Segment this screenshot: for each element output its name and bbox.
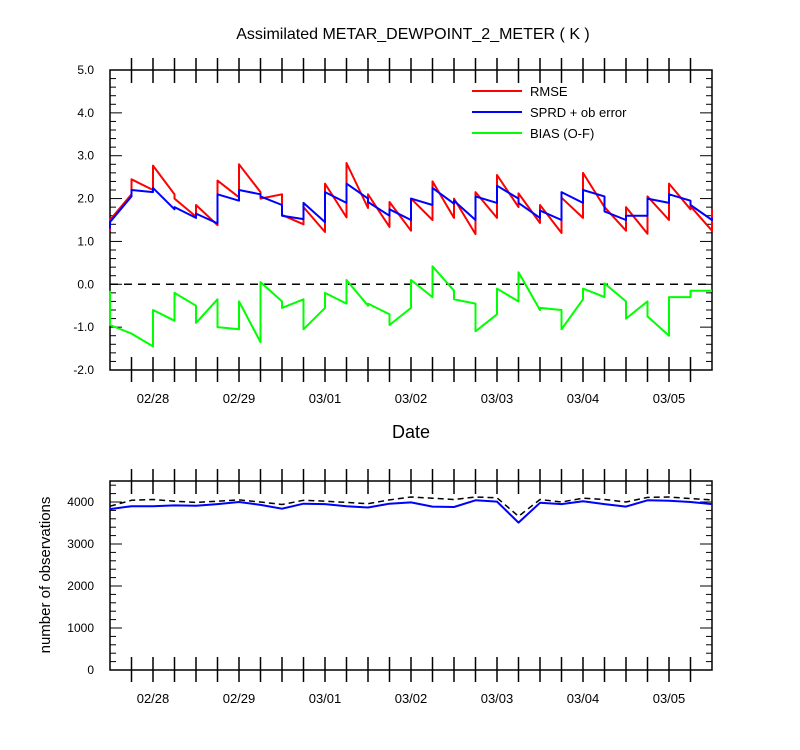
top-series-line-rmse xyxy=(109,162,713,236)
bottom-plot-frame xyxy=(109,480,713,671)
bottom-x-tick-label: 03/02 xyxy=(395,691,428,706)
bottom-x-tick-label: 03/03 xyxy=(481,691,514,706)
chart-title: Assimilated METAR_DEWPOINT_2_METER ( K ) xyxy=(236,26,590,43)
top-x-tick-label: 03/02 xyxy=(395,391,428,406)
bottom-x-tick-label: 02/29 xyxy=(223,691,256,706)
bottom-x-tick-label: 03/01 xyxy=(309,691,342,706)
legend-label: RMSE xyxy=(530,84,568,99)
bottom-x-tick-label: 03/05 xyxy=(653,691,686,706)
top-x-tick-label: 03/04 xyxy=(567,391,600,406)
bottom-y-axis-label: number of observations xyxy=(37,497,54,654)
bottom-y-tick-label: 4000 xyxy=(67,495,94,509)
bottom-y-tick-label: 1000 xyxy=(67,621,94,635)
bottom-y-tick-label: 3000 xyxy=(67,537,94,551)
top-x-tick-label: 02/29 xyxy=(223,391,256,406)
bottom-series-line-series-1 xyxy=(109,496,713,518)
legend-label: BIAS (O-F) xyxy=(530,126,594,141)
bottom-series-line-series-0 xyxy=(109,499,713,524)
bottom-x-tick-label: 02/28 xyxy=(137,691,170,706)
top-x-tick-label: 02/28 xyxy=(137,391,170,406)
top-y-tick-label: 3.0 xyxy=(77,149,94,163)
top-series-line-sprd-ob-error xyxy=(109,182,713,229)
bottom-y-tick-label: 2000 xyxy=(67,579,94,593)
top-y-tick-label: 1.0 xyxy=(77,234,94,248)
top-x-tick-label: 03/03 xyxy=(481,391,514,406)
top-x-tick-label: 03/01 xyxy=(309,391,342,406)
top-panel: 02/28 02/29 03/01 03/02 03/03 03/04 03/05 5.0 4.… xyxy=(73,58,713,406)
bottom-y-tick-label: 0 xyxy=(87,663,94,677)
top-y-tick-label: 5.0 xyxy=(77,63,94,77)
top-y-tick-label: -1.0 xyxy=(73,320,94,334)
top-legend: RMSE SPRD + ob error BIAS (O-F) xyxy=(472,84,627,141)
bottom-panel: 02/28 02/29 03/01 03/02 03/03 03/04 03/05 0 1000… xyxy=(67,469,713,706)
top-series-line-bias-o-f xyxy=(109,265,712,348)
top-y-tick-label: -2.0 xyxy=(73,363,94,377)
legend-label: SPRD + ob error xyxy=(530,105,627,120)
top-x-tick-label: 03/05 xyxy=(653,391,686,406)
top-y-tick-label: 4.0 xyxy=(77,106,94,120)
top-y-tick-label: 0.0 xyxy=(77,277,94,291)
bottom-x-tick-label: 03/04 xyxy=(567,691,600,706)
top-y-tick-label: 2.0 xyxy=(77,192,94,206)
x-axis-label: Date xyxy=(392,422,430,442)
